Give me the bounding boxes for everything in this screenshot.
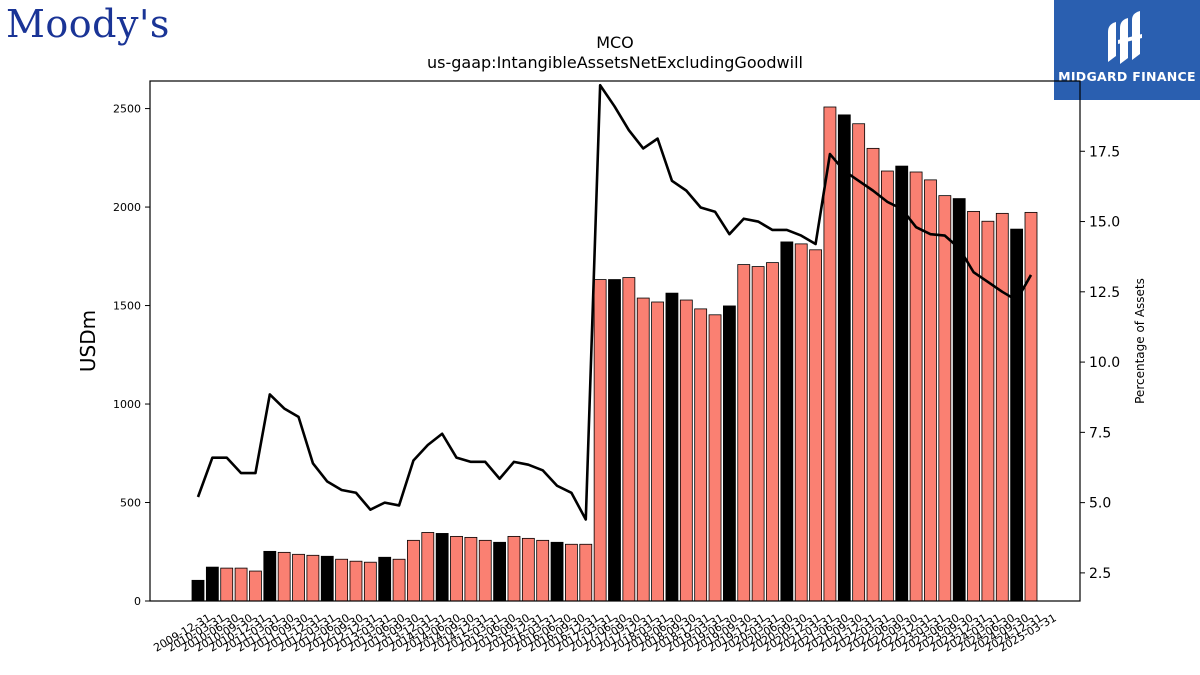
bar (924, 179, 937, 602)
bar (679, 299, 693, 602)
line-series (196, 83, 1033, 521)
bar (320, 555, 334, 602)
bar (737, 264, 751, 602)
bar (880, 170, 894, 602)
bar (249, 570, 262, 602)
bar (866, 147, 880, 602)
bar (852, 123, 866, 602)
bar (593, 279, 607, 602)
bar (1024, 211, 1038, 602)
bar (478, 539, 492, 602)
bar-series (191, 106, 1038, 602)
bar (608, 279, 621, 602)
midgard-finance-logo: MIDGARD FINANCE (1054, 0, 1200, 100)
bar (349, 560, 363, 602)
bar (220, 567, 234, 602)
plot-frame (149, 80, 1081, 602)
y-tick-label: 500 (120, 497, 141, 510)
y-tick-label: 1500 (113, 300, 141, 313)
bar (435, 533, 449, 602)
midgard-finance-wordmark: MIDGARD FINANCE (1058, 69, 1196, 84)
y2-tick-label: 15.0 (1089, 215, 1120, 231)
bar (292, 553, 305, 602)
y-tick-label: 1000 (113, 398, 141, 411)
bar (837, 114, 851, 602)
bar (234, 567, 248, 602)
bar (421, 532, 435, 602)
bar (277, 551, 291, 602)
midgard-emblem-icon (1108, 11, 1142, 64)
bar (407, 539, 420, 602)
y2-tick-label: 7.5 (1089, 425, 1111, 441)
bar (493, 541, 507, 602)
bar (335, 558, 349, 602)
bar (723, 305, 736, 602)
bar (392, 558, 406, 602)
y2-tick-label: 12.5 (1089, 285, 1120, 301)
bar (751, 266, 765, 602)
y-tick-label: 2000 (113, 201, 141, 214)
bar (579, 543, 593, 602)
y-tick-label: 0 (134, 595, 141, 608)
bar (995, 212, 1009, 602)
bar (809, 249, 822, 602)
bar (794, 243, 808, 602)
moodys-logo: Moody's (6, 2, 170, 46)
bar (205, 566, 219, 602)
y2-tick-label: 5.0 (1089, 496, 1111, 512)
bar (521, 537, 535, 602)
bar (191, 579, 205, 602)
bar (1010, 228, 1024, 602)
bar (938, 195, 952, 602)
bar (263, 550, 277, 602)
bar (636, 297, 650, 602)
y2-tick-label: 10.0 (1089, 355, 1120, 371)
bar (536, 539, 550, 602)
y-tick-label: 2500 (113, 103, 141, 116)
bar (450, 535, 463, 602)
bar (306, 554, 320, 602)
bar (952, 198, 966, 602)
bar (694, 308, 708, 602)
bar (780, 241, 794, 602)
bar (363, 561, 377, 602)
bar (464, 536, 478, 602)
y2-tick-label: 17.5 (1089, 144, 1120, 160)
bar (565, 543, 578, 602)
bar (507, 535, 521, 602)
y-axis-label: USDm (76, 310, 100, 372)
axes: 0 500 1000 1500 2000 2500 2.5 5.0 7.5 10.0 12.5 15.… (113, 80, 1120, 655)
bar (708, 314, 722, 602)
bar (378, 556, 392, 602)
y2-axis-label: Percentage of Assets (1133, 278, 1147, 404)
bar (766, 262, 779, 602)
percentage-line (196, 83, 1033, 521)
chart-title: MCO (596, 33, 634, 52)
bar (622, 277, 636, 602)
bar (665, 292, 679, 602)
chart-subtitle: us-gaap:IntangibleAssetsNetExcludingGood… (427, 53, 803, 72)
bar (895, 165, 909, 602)
bar (651, 301, 664, 602)
bar (550, 541, 564, 602)
bar (909, 171, 923, 602)
y2-tick-label: 2.5 (1089, 566, 1111, 582)
